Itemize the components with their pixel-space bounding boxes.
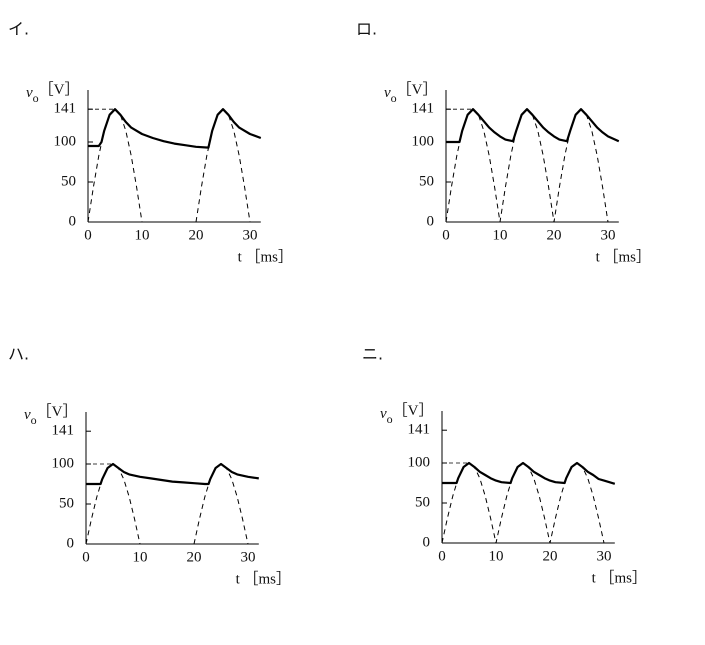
y-axis-label: vo［V］ — [24, 403, 78, 426]
y-tick-label: 100 — [412, 133, 435, 149]
y-tick-label: 141 — [412, 101, 435, 117]
y-tick-label: 100 — [408, 454, 431, 470]
y-tick-label: 50 — [419, 173, 434, 189]
y-tick-label: 100 — [52, 455, 75, 471]
x-tick-label: 20 — [543, 548, 558, 564]
y-label-symbol: v — [26, 85, 33, 101]
x-tick-label: 20 — [547, 227, 562, 243]
dashed-line — [445, 108, 609, 223]
y-tick-label: 50 — [61, 173, 76, 189]
y-label-unit: ［V］ — [37, 403, 78, 420]
output-line — [446, 108, 620, 144]
x-axis-label: t ［ms］ — [592, 569, 647, 586]
chart-title: ニ. — [362, 345, 383, 364]
y-label-unit: ［V］ — [397, 81, 438, 98]
y-tick-label: 141 — [408, 422, 431, 438]
y-axis-label: vo［V］ — [384, 81, 438, 104]
x-tick-label: 0 — [442, 227, 450, 243]
y-axis-label: vo［V］ — [380, 402, 434, 425]
dashed-line — [87, 108, 251, 223]
x-axis-label: t ［ms］ — [596, 248, 651, 265]
y-label-symbol: v — [384, 85, 391, 101]
x-tick-label: 30 — [241, 549, 256, 565]
chart-title: ロ. — [356, 20, 377, 39]
x-tick-label: 10 — [493, 227, 508, 243]
x-axis-label: t ［ms］ — [238, 248, 293, 265]
y-label-subscript: o — [387, 412, 393, 426]
y-tick-label: 0 — [69, 213, 77, 229]
y-tick-label: 0 — [423, 534, 431, 550]
y-tick-label: 0 — [427, 213, 435, 229]
chart-title: ハ. — [8, 345, 29, 364]
output-line — [88, 108, 262, 149]
y-tick-label: 50 — [415, 494, 430, 510]
y-label-symbol: v — [380, 406, 387, 422]
y-label-unit: ［V］ — [393, 402, 434, 419]
y-label-subscript: o — [391, 91, 397, 105]
x-tick-label: 0 — [84, 227, 92, 243]
y-tick-label: 141 — [54, 101, 77, 117]
x-tick-label: 30 — [243, 227, 258, 243]
chart: ハ. vo［V］ t ［ms］ 0 50 100 141 0 10 20 30 — [8, 345, 291, 588]
x-tick-label: 0 — [438, 548, 446, 564]
chart: ニ. vo［V］ t ［ms］ 0 50 100 141 0 10 20 30 — [362, 345, 647, 587]
y-tick-label: 50 — [59, 495, 74, 511]
x-axis-label: t ［ms］ — [236, 570, 291, 587]
y-label-subscript: o — [31, 413, 37, 427]
y-label-unit: ［V］ — [39, 81, 80, 98]
x-tick-label: 20 — [189, 227, 204, 243]
chart: イ. vo［V］ t ［ms］ 0 50 100 141 0 10 20 30 — [8, 20, 293, 266]
x-tick-label: 10 — [133, 549, 148, 565]
x-tick-label: 0 — [82, 549, 90, 565]
y-label-symbol: v — [24, 407, 31, 423]
chart: ロ. vo［V］ t ［ms］ 0 50 100 141 0 10 20 30 — [356, 20, 651, 266]
x-tick-label: 30 — [597, 548, 612, 564]
y-label-subscript: o — [33, 91, 39, 105]
y-axis-label: vo［V］ — [26, 81, 80, 104]
x-tick-label: 20 — [187, 549, 202, 565]
x-tick-label: 30 — [601, 227, 616, 243]
y-tick-label: 141 — [52, 423, 75, 439]
output-line — [86, 462, 259, 486]
x-tick-label: 10 — [489, 548, 504, 564]
x-tick-label: 10 — [135, 227, 150, 243]
chart-title: イ. — [8, 20, 29, 39]
dashed-line — [441, 462, 605, 544]
y-tick-label: 0 — [67, 535, 75, 551]
dashed-line — [85, 463, 249, 545]
y-tick-label: 100 — [54, 133, 77, 149]
